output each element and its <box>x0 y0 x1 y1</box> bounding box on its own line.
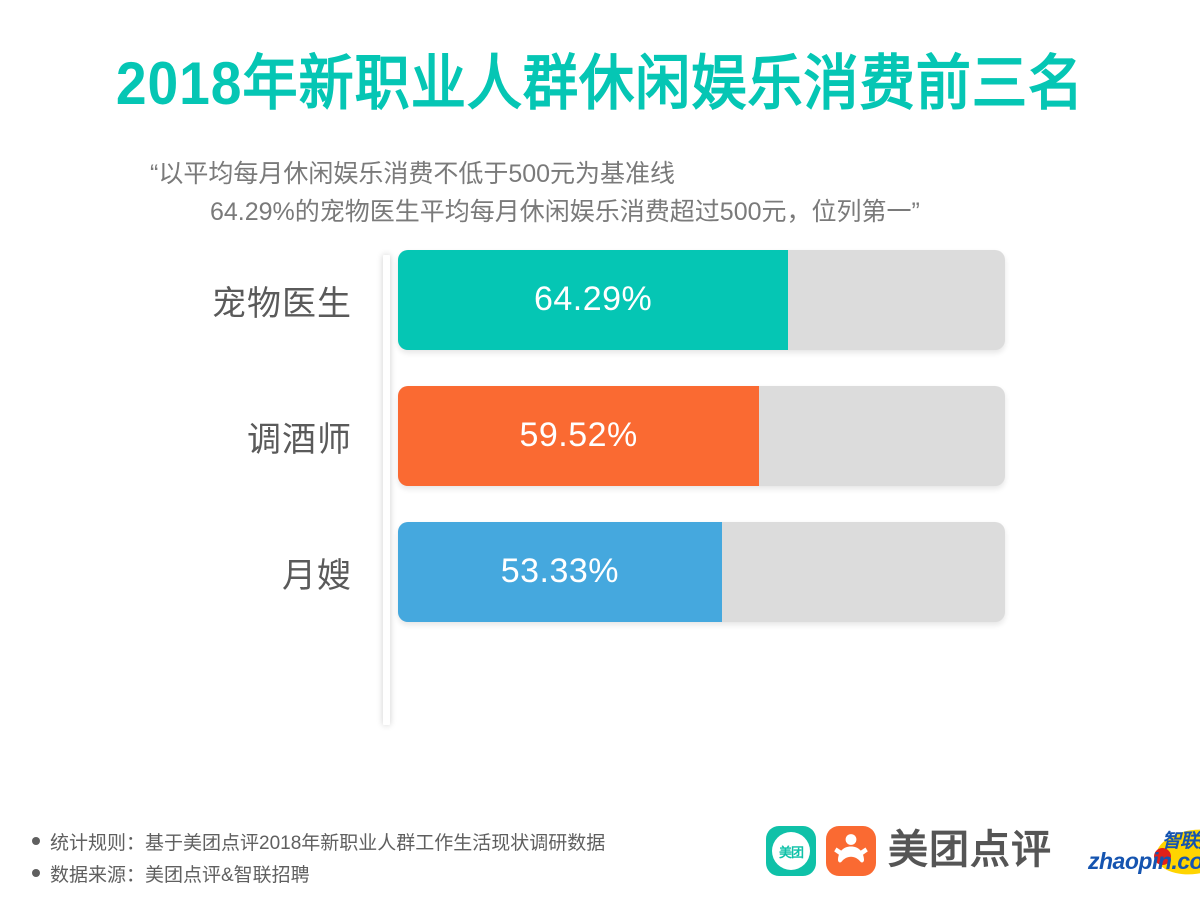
bullet-icon <box>32 869 40 877</box>
bar-category-label: 宠物医生 <box>212 284 352 323</box>
footnote-text: 统计规则：基于美团点评2018年新职业人群工作生活现状调研数据 <box>50 833 606 854</box>
bullet-icon <box>32 837 40 845</box>
bar-rows: 宠物医生 64.29% 调酒师 59.52% 月嫂 53.33% <box>0 250 1200 658</box>
bar-row: 调酒师 59.52% <box>0 386 1200 486</box>
bar-row: 月嫂 53.33% <box>0 522 1200 622</box>
chart-subtitle: “以平均每月休闲娱乐消费不低于500元为基准线 64.29%的宠物医生平均每月休… <box>150 155 1090 231</box>
meituan-logo-text: 美团 <box>772 832 810 870</box>
page-title: 2018年新职业人群休闲娱乐消费前三名 <box>115 50 1085 117</box>
zhaopin-logo-cn: 智联招聘 <box>1162 831 1200 852</box>
bar-fill: 53.33% <box>398 522 722 622</box>
subtitle-line-1: “以平均每月休闲娱乐消费不低于500元为基准线 <box>150 160 676 188</box>
bar-track: 59.52% <box>398 386 1005 486</box>
footnotes: 统计规则：基于美团点评2018年新职业人群工作生活现状调研数据 数据来源：美团点… <box>32 828 752 892</box>
dianping-person-icon <box>826 826 876 876</box>
footnote-item: 统计规则：基于美团点评2018年新职业人群工作生活现状调研数据 <box>32 828 752 860</box>
bar-value-label: 59.52% <box>519 415 638 454</box>
bar-track: 53.33% <box>398 522 1005 622</box>
zhaopin-logo-en: zhaopin.com <box>1088 848 1200 874</box>
bar-fill: 64.29% <box>398 250 789 350</box>
bar-category-label: 调酒师 <box>247 420 352 459</box>
chart-axis-line <box>383 255 390 725</box>
footnote-text: 数据来源：美团点评&智联招聘 <box>50 865 310 886</box>
bar-value-label: 64.29% <box>533 279 653 318</box>
bar-chart: 宠物医生 64.29% 调酒师 59.52% 月嫂 53.33% <box>0 250 1200 730</box>
meituan-logo-icon: 美团 <box>766 826 816 876</box>
bar-value-label: 53.33% <box>500 551 620 590</box>
meituan-dianping-wordmark: 美团点评 <box>888 828 1052 872</box>
zhaopin-logo: 智联招聘 zhaopin.com <box>1078 824 1200 880</box>
bar-category-label: 月嫂 <box>282 556 352 595</box>
bar-row: 宠物医生 64.29% <box>0 250 1200 350</box>
bar-fill: 59.52% <box>398 386 760 486</box>
subtitle-line-2: 64.29%的宠物医生平均每月休闲娱乐消费超过500元，位列第一” <box>210 198 920 226</box>
bar-track: 64.29% <box>398 250 1005 350</box>
logo-group: 美团 美团点评 智联招聘 zhaopin.com <box>766 820 1200 882</box>
zhaopin-dot-icon <box>1154 848 1171 865</box>
footnote-item: 数据来源：美团点评&智联招聘 <box>32 860 752 892</box>
